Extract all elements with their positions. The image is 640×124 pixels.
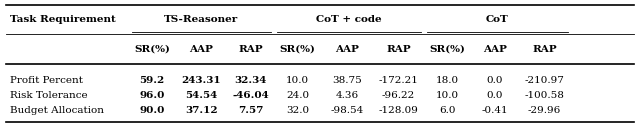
Text: 38.75: 38.75 — [332, 76, 362, 85]
Text: 90.0: 90.0 — [140, 106, 165, 114]
Text: AAP: AAP — [335, 45, 359, 54]
Text: 0.0: 0.0 — [486, 91, 503, 100]
Text: 37.12: 37.12 — [185, 106, 218, 114]
Text: 243.31: 243.31 — [182, 76, 221, 85]
Text: 96.0: 96.0 — [140, 91, 165, 100]
Text: -96.22: -96.22 — [382, 91, 415, 100]
Text: AAP: AAP — [483, 45, 507, 54]
Text: Task Requirement: Task Requirement — [10, 15, 115, 24]
Text: CoT + code: CoT + code — [316, 15, 382, 24]
Text: -98.54: -98.54 — [330, 106, 364, 114]
Text: -29.96: -29.96 — [528, 106, 561, 114]
Text: -172.21: -172.21 — [378, 76, 419, 85]
Text: -210.97: -210.97 — [525, 76, 564, 85]
Text: 7.57: 7.57 — [238, 106, 264, 114]
Text: 4.36: 4.36 — [335, 91, 358, 100]
Text: TS-Reasoner: TS-Reasoner — [164, 15, 239, 24]
Text: AAP: AAP — [189, 45, 213, 54]
Text: RAP: RAP — [238, 45, 263, 54]
Text: RAP: RAP — [386, 45, 411, 54]
Text: SR(%): SR(%) — [429, 45, 465, 54]
Text: CoT: CoT — [486, 15, 509, 24]
Text: Risk Tolerance: Risk Tolerance — [10, 91, 87, 100]
Text: 18.0: 18.0 — [436, 76, 459, 85]
Text: Budget Allocation: Budget Allocation — [10, 106, 104, 114]
Text: 32.34: 32.34 — [234, 76, 267, 85]
Text: -128.09: -128.09 — [378, 106, 419, 114]
Text: 32.0: 32.0 — [286, 106, 309, 114]
Text: SR(%): SR(%) — [134, 45, 170, 54]
Text: -0.41: -0.41 — [481, 106, 508, 114]
Text: 10.0: 10.0 — [286, 76, 309, 85]
Text: 0.0: 0.0 — [486, 76, 503, 85]
Text: 59.2: 59.2 — [140, 76, 165, 85]
Text: RAP: RAP — [532, 45, 557, 54]
Text: 54.54: 54.54 — [186, 91, 218, 100]
Text: 24.0: 24.0 — [286, 91, 309, 100]
Text: 6.0: 6.0 — [440, 106, 456, 114]
Text: -46.04: -46.04 — [232, 91, 269, 100]
Text: Profit Percent: Profit Percent — [10, 76, 83, 85]
Text: -100.58: -100.58 — [525, 91, 564, 100]
Text: SR(%): SR(%) — [280, 45, 316, 54]
Text: 10.0: 10.0 — [436, 91, 459, 100]
